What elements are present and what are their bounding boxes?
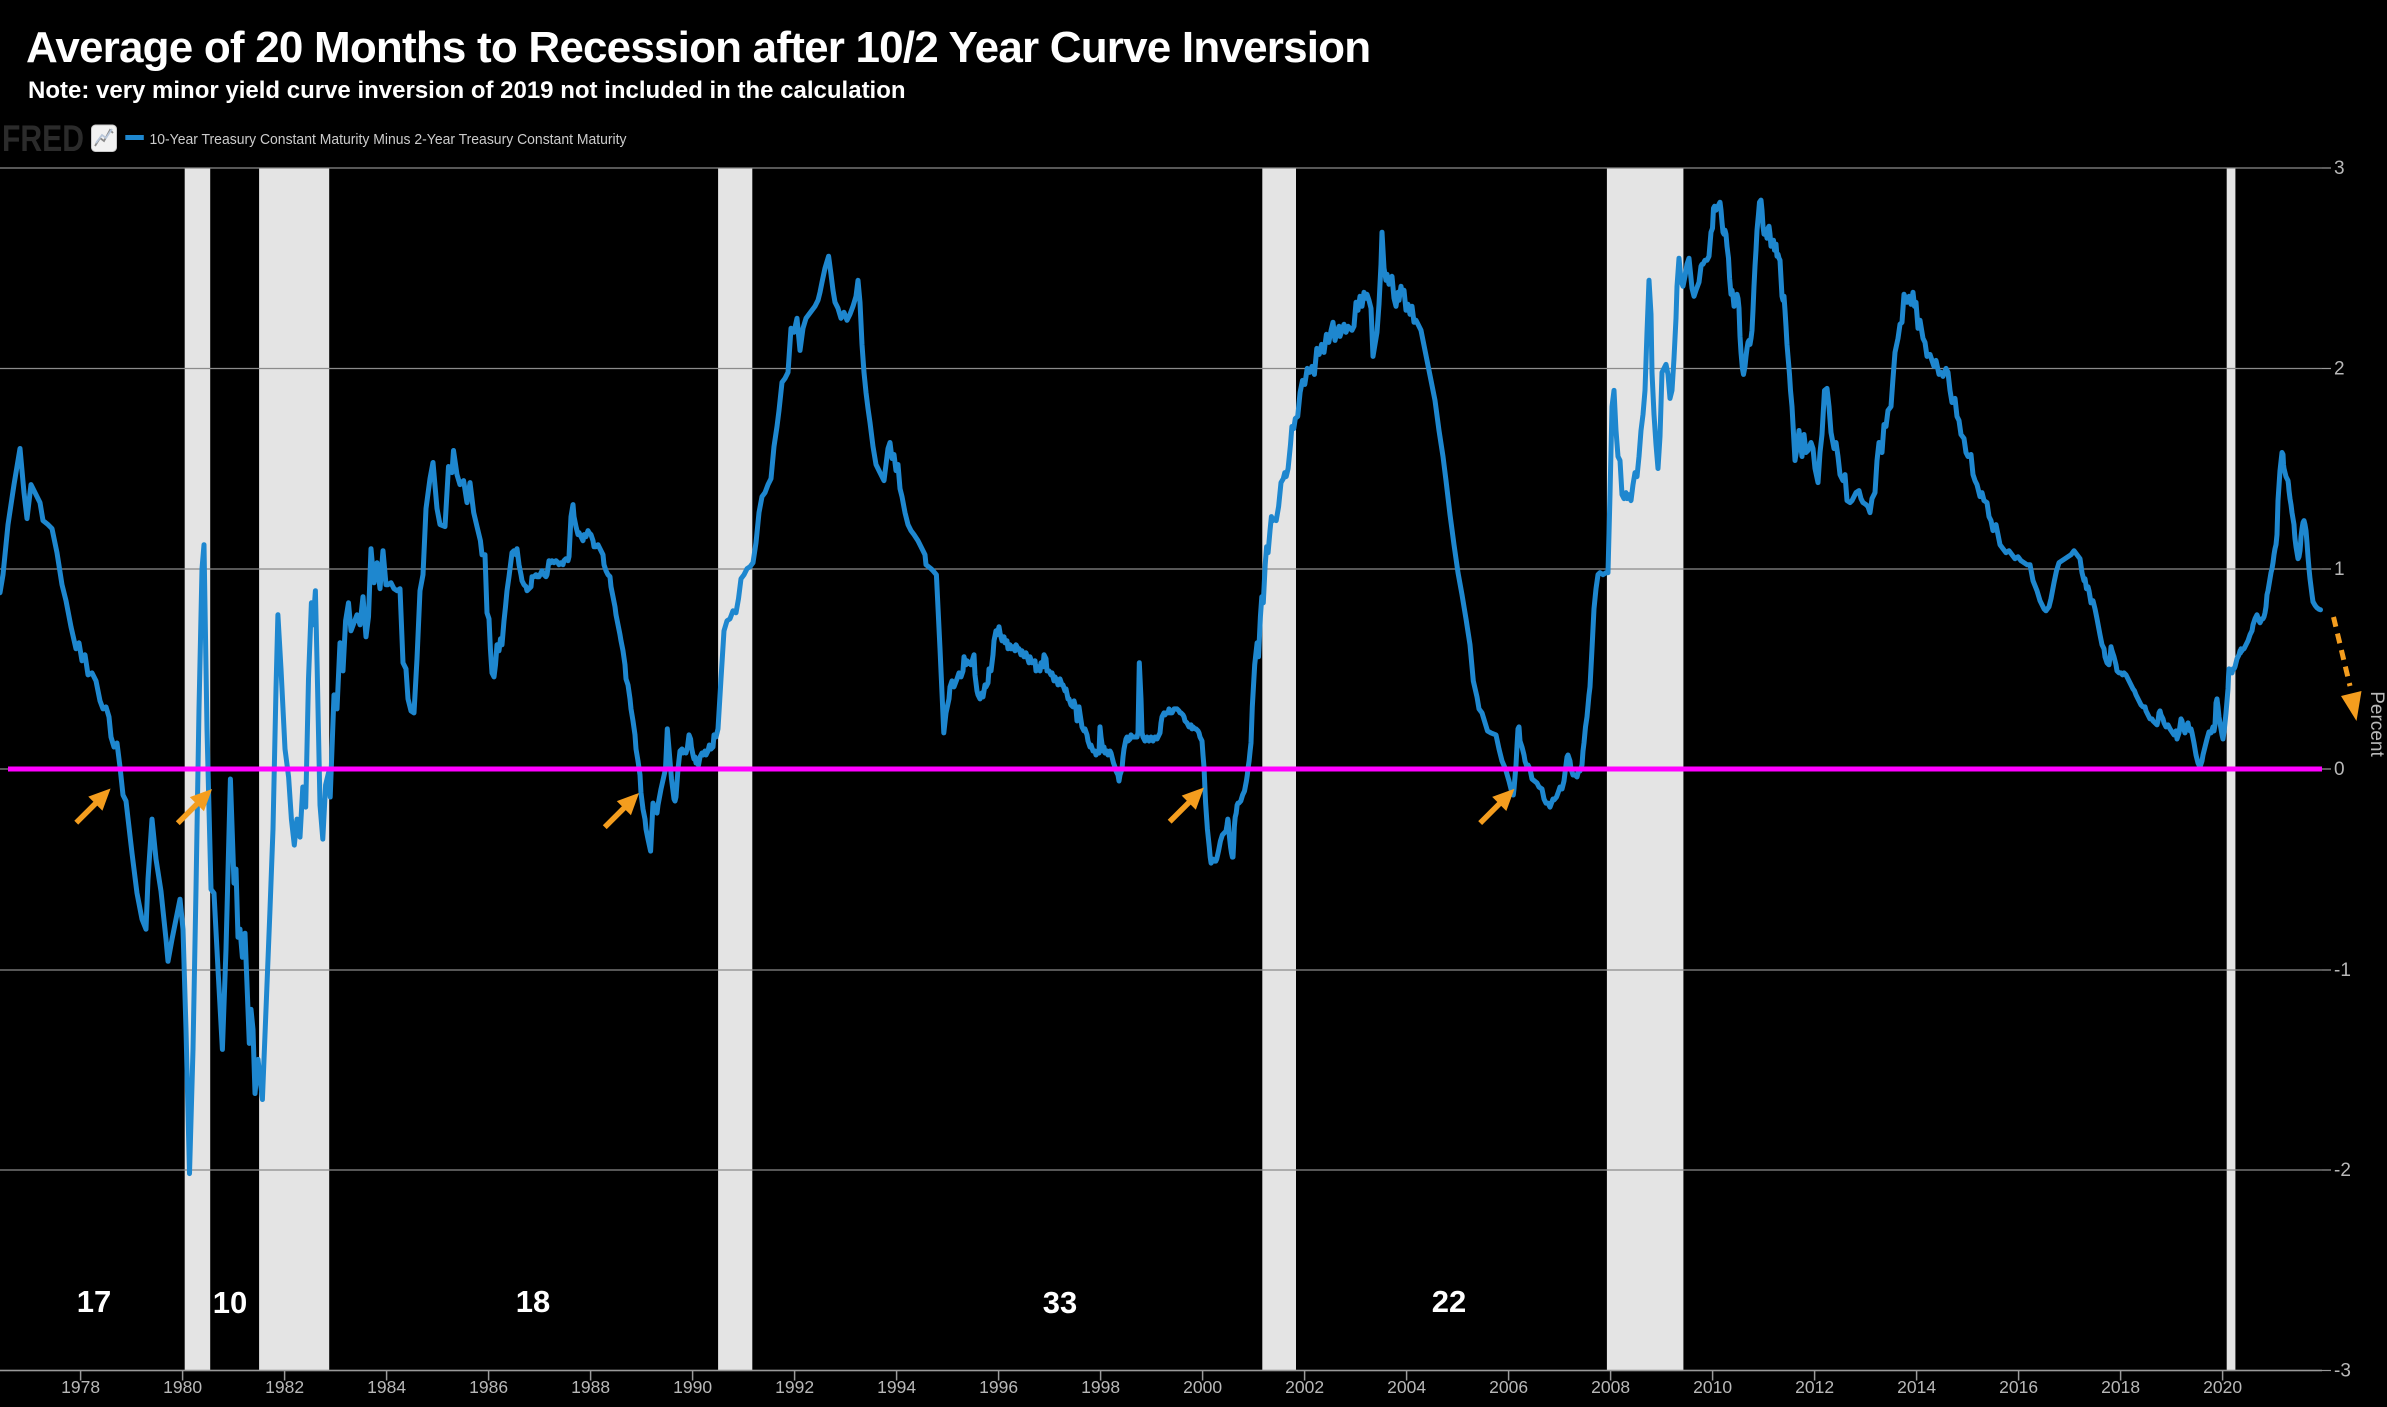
svg-text:2014: 2014: [1897, 1377, 1936, 1397]
svg-text:1998: 1998: [1081, 1377, 1120, 1397]
svg-text:2002: 2002: [1285, 1377, 1324, 1397]
svg-text:2006: 2006: [1489, 1377, 1528, 1397]
svg-text:Average of 20 Months to Recess: Average of 20 Months to Recession after …: [26, 23, 1370, 72]
svg-text:2004: 2004: [1387, 1377, 1426, 1397]
svg-text:2008: 2008: [1591, 1377, 1630, 1397]
svg-text:1986: 1986: [469, 1377, 508, 1397]
svg-text:-2: -2: [2334, 1160, 2351, 1181]
svg-text:2020: 2020: [2203, 1377, 2242, 1397]
svg-text:1984: 1984: [367, 1377, 406, 1397]
svg-text:33: 33: [1043, 1285, 1077, 1320]
svg-text:Note: very minor yield curve i: Note: very minor yield curve inversion o…: [28, 77, 906, 104]
svg-text:1990: 1990: [673, 1377, 712, 1397]
svg-text:2: 2: [2334, 359, 2345, 380]
svg-text:2000: 2000: [1183, 1377, 1222, 1397]
svg-text:1978: 1978: [61, 1377, 100, 1397]
svg-text:22: 22: [1432, 1284, 1466, 1319]
svg-text:-1: -1: [2334, 960, 2351, 981]
svg-text:2010: 2010: [1693, 1377, 1732, 1397]
svg-text:1992: 1992: [775, 1377, 814, 1397]
svg-text:17: 17: [77, 1284, 111, 1319]
svg-text:2016: 2016: [1999, 1377, 2038, 1397]
svg-text:10-Year Treasury Constant Matu: 10-Year Treasury Constant Maturity Minus…: [150, 132, 628, 148]
svg-text:1988: 1988: [571, 1377, 610, 1397]
svg-text:2012: 2012: [1795, 1377, 1834, 1397]
svg-text:-3: -3: [2334, 1361, 2351, 1382]
svg-text:1994: 1994: [877, 1377, 916, 1397]
svg-text:FRED: FRED: [2, 118, 84, 159]
svg-text:1996: 1996: [979, 1377, 1018, 1397]
svg-text:1980: 1980: [163, 1377, 202, 1397]
svg-text:18: 18: [516, 1284, 550, 1319]
svg-text:Percent: Percent: [2366, 691, 2387, 757]
svg-text:10: 10: [213, 1285, 247, 1320]
svg-text:0: 0: [2334, 759, 2345, 780]
svg-text:1: 1: [2334, 559, 2345, 580]
svg-text:1982: 1982: [265, 1377, 304, 1397]
svg-text:3: 3: [2334, 158, 2345, 179]
svg-text:2018: 2018: [2101, 1377, 2140, 1397]
